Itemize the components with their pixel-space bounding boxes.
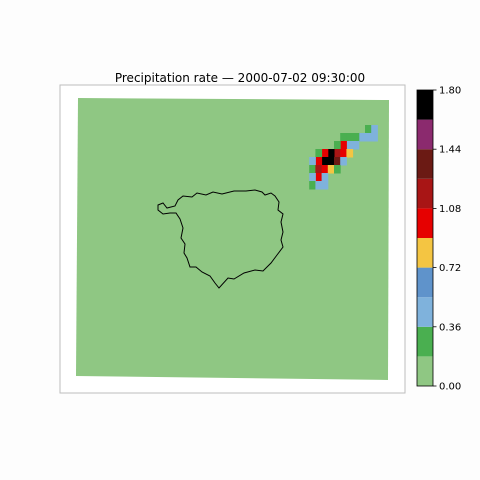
colorbar-ticks: 0.00 0.36 0.72 1.08 1.44 1.80 xyxy=(433,86,461,393)
precip-cell-22 xyxy=(315,157,323,166)
precipitation-cells xyxy=(309,125,378,190)
precip-cell-8 xyxy=(346,141,354,150)
precip-cell-34 xyxy=(321,181,329,190)
precip-cell-4 xyxy=(371,133,378,142)
colorbar-tick-label-1: 0.36 xyxy=(439,322,461,333)
precip-cell-20 xyxy=(334,157,341,166)
colorbar-tick-label-3: 1.08 xyxy=(439,204,461,215)
precip-cell-33 xyxy=(315,181,323,190)
precip-cell-15 xyxy=(327,149,335,158)
colorbar-tick-label-0: 0.00 xyxy=(439,382,461,393)
precip-cell-32 xyxy=(309,181,316,190)
precip-cell-29 xyxy=(315,173,323,182)
colorbar-segment-4 xyxy=(417,238,433,268)
precip-cell-11 xyxy=(334,141,341,150)
precip-cell-27 xyxy=(327,165,335,174)
colorbar-segment-1 xyxy=(417,326,433,357)
precip-cell-14 xyxy=(346,149,354,158)
colorbar-segment-3 xyxy=(417,267,433,298)
colorbar-segment-8 xyxy=(417,119,433,150)
precip-cell-5 xyxy=(352,133,360,142)
colorbar-segment-2 xyxy=(417,297,433,327)
chart-title: Precipitation rate — 2000-07-02 09:30:00 xyxy=(115,71,365,85)
colorbar-frame xyxy=(416,89,434,387)
precip-cell-28 xyxy=(334,165,341,174)
colorbar-tick-label-2: 0.72 xyxy=(439,263,461,274)
region-boundary xyxy=(157,189,284,289)
precip-cell-24 xyxy=(309,165,316,174)
colorbar xyxy=(417,90,433,386)
precip-cell-1 xyxy=(371,125,378,134)
precip-cell-31 xyxy=(309,173,316,182)
colorbar-segment-7 xyxy=(417,149,433,179)
precip-cell-3 xyxy=(365,133,372,142)
precip-cell-6 xyxy=(346,133,354,142)
precip-cell-30 xyxy=(321,173,329,182)
precip-cell-10 xyxy=(340,141,347,150)
precip-cell-21 xyxy=(340,157,347,166)
precip-cell-7 xyxy=(340,133,347,142)
precip-cell-23 xyxy=(309,157,316,166)
precip-cell-17 xyxy=(315,149,323,158)
precip-cell-25 xyxy=(315,165,323,174)
precip-cell-16 xyxy=(321,149,329,158)
precip-cell-0 xyxy=(365,125,372,134)
precip-cell-18 xyxy=(321,157,329,166)
colorbar-tick-label-4: 1.44 xyxy=(439,145,461,156)
precip-cell-9 xyxy=(352,141,360,150)
precip-cell-2 xyxy=(358,133,366,142)
precip-cell-26 xyxy=(321,165,329,174)
colorbar-segment-6 xyxy=(417,178,433,209)
precip-cell-19 xyxy=(327,157,335,166)
colorbar-segment-9 xyxy=(417,90,433,120)
colorbar-segment-5 xyxy=(417,208,433,238)
precip-cell-13 xyxy=(340,149,347,158)
colorbar-segment-0 xyxy=(417,356,433,386)
precip-cell-12 xyxy=(334,149,341,158)
colorbar-tick-label-5: 1.80 xyxy=(439,86,461,97)
